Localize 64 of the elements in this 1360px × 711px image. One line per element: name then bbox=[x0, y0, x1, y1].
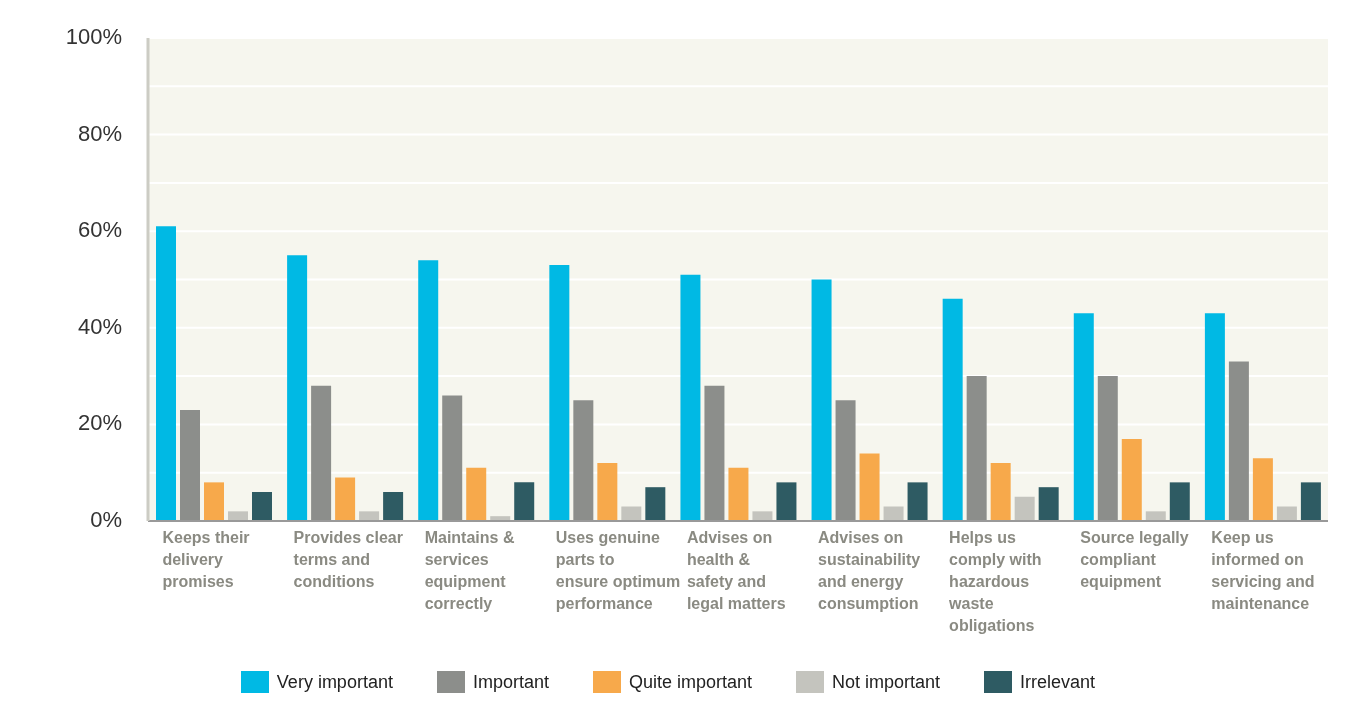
x-tick-label: Advises on health & safety and legal matters bbox=[686, 529, 786, 612]
bar bbox=[1228, 361, 1249, 521]
y-tick-label: 20% bbox=[77, 410, 122, 436]
y-tick-label: 0% bbox=[90, 507, 122, 532]
bar bbox=[1276, 506, 1297, 521]
bar bbox=[728, 467, 749, 521]
bar bbox=[835, 400, 856, 521]
legend-label: Not important bbox=[831, 671, 941, 693]
bar bbox=[287, 255, 308, 521]
x-tick-label: Provides clear terms and conditions bbox=[293, 529, 403, 590]
bar bbox=[1073, 313, 1094, 521]
legend-label: Irrelevant bbox=[1019, 671, 1096, 693]
bar bbox=[204, 482, 224, 521]
bar bbox=[180, 409, 200, 521]
x-tick-label: Source legally compliant equipment bbox=[1080, 529, 1189, 590]
bar bbox=[942, 298, 963, 521]
bar bbox=[990, 463, 1011, 521]
bar bbox=[680, 274, 701, 521]
bar bbox=[1169, 482, 1190, 521]
legend-label: Quite important bbox=[627, 671, 753, 693]
bar bbox=[1038, 487, 1059, 521]
bar bbox=[1014, 496, 1035, 521]
bar bbox=[252, 492, 272, 521]
bar bbox=[359, 511, 380, 521]
bar bbox=[621, 506, 642, 521]
bar bbox=[704, 385, 725, 521]
bar bbox=[1097, 376, 1118, 521]
bar bbox=[966, 376, 987, 521]
bar bbox=[466, 467, 487, 521]
bar bbox=[1204, 313, 1225, 521]
bar bbox=[645, 487, 666, 521]
legend-label: Important bbox=[471, 671, 549, 693]
bar bbox=[859, 453, 880, 521]
bar bbox=[311, 385, 332, 521]
x-tick-label: Uses genuine parts to ensure optimum performance bbox=[555, 529, 681, 612]
y-tick-label: 100% bbox=[65, 24, 122, 49]
x-tick-label: Maintains & services equipment correctly bbox=[424, 529, 515, 612]
bar bbox=[549, 265, 570, 521]
y-tick-label: 80% bbox=[77, 120, 122, 146]
bar bbox=[907, 482, 928, 521]
y-tick-label: 60% bbox=[77, 217, 122, 243]
bar bbox=[335, 477, 356, 521]
x-tick-label: Keep us informed on servicing and maintenance bbox=[1211, 529, 1315, 612]
x-tick-label: Advises on sustainability and energy consumption bbox=[818, 529, 921, 612]
bar bbox=[514, 482, 535, 521]
bar bbox=[1121, 438, 1142, 521]
x-tick-label: Keeps their delivery promises bbox=[162, 529, 250, 590]
x-tick-label: Helps us comply with hazardous waste obligations bbox=[948, 529, 1042, 634]
bar bbox=[573, 400, 594, 521]
bar bbox=[1300, 482, 1321, 521]
bar bbox=[597, 463, 618, 521]
bar bbox=[1145, 511, 1166, 521]
bar bbox=[883, 506, 904, 521]
y-tick-label: 40% bbox=[77, 313, 122, 339]
legend-label: Very important bbox=[275, 671, 393, 693]
bar bbox=[156, 226, 176, 521]
bar bbox=[442, 395, 463, 521]
bar bbox=[383, 492, 404, 521]
bar bbox=[418, 260, 439, 521]
bar bbox=[228, 511, 248, 521]
bar bbox=[776, 482, 797, 521]
bar bbox=[752, 511, 773, 521]
bar bbox=[1252, 458, 1273, 521]
bar bbox=[811, 279, 832, 521]
